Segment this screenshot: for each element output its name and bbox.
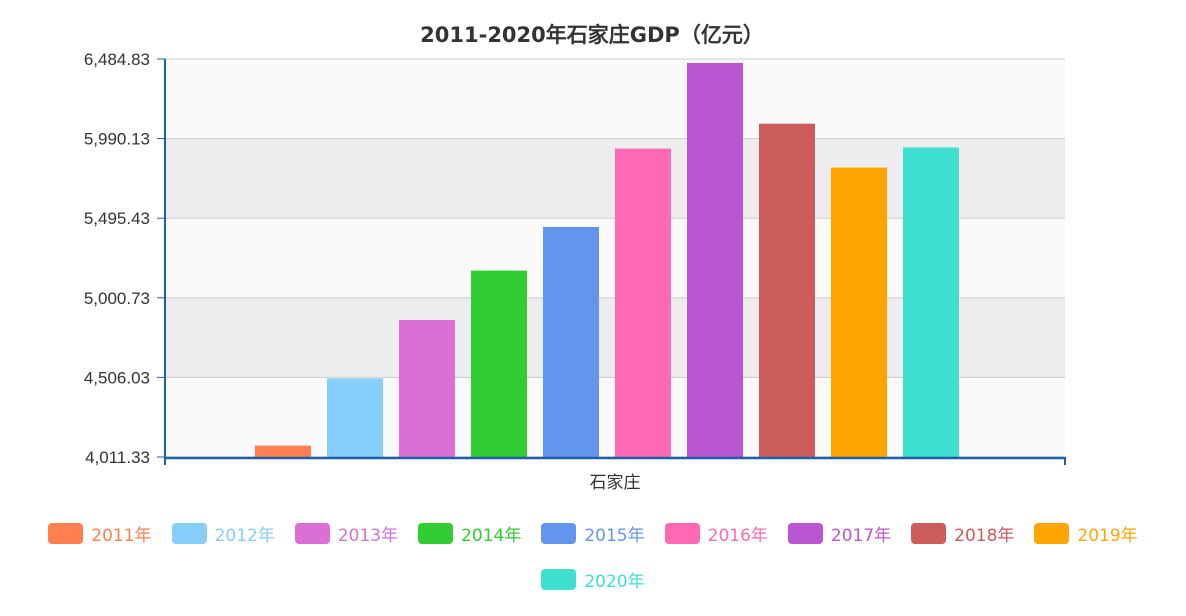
legend-item-2019年[interactable]: 2019年 (1034, 521, 1138, 546)
legend-label: 2017年 (830, 525, 892, 546)
legend-swatch (418, 522, 454, 544)
bar-chart: 2011-2020年石家庄GDP（亿元） 4,011.33 4,506.03 5,0… (84, 23, 1066, 493)
legend-label: 2015年 (584, 525, 645, 546)
legend: 2011年 2012年 2013年 2014年 2015年 2016年 2017年 2018年… (0, 510, 1186, 602)
y-tick-label: 5,000.73 (84, 289, 150, 308)
legend-row: 2020年 (0, 556, 1186, 602)
y-tick-label: 5,990.13 (84, 130, 150, 149)
legend-swatch (541, 568, 577, 590)
bar-2017年[interactable] (687, 62, 743, 457)
legend-item-2016年[interactable]: 2016年 (664, 521, 768, 546)
bar-2019年[interactable] (831, 167, 887, 457)
legend-item-2017年[interactable]: 2017年 (787, 521, 892, 546)
legend-label: 2014年 (461, 525, 522, 546)
legend-item-2018年[interactable]: 2018年 (911, 521, 1014, 546)
legend-item-2012年[interactable]: 2012年 (171, 521, 275, 546)
y-tick-label: 4,011.33 (85, 448, 150, 467)
legend-item-2013年[interactable]: 2013年 (294, 521, 399, 546)
plot-band (165, 59, 1065, 139)
legend-swatch (294, 522, 330, 544)
legend-label: 2020年 (584, 571, 645, 592)
legend-swatch (1034, 522, 1070, 544)
legend-item-2011年[interactable]: 2011年 (48, 521, 152, 546)
y-tick-label: 5,495.43 (84, 209, 150, 228)
legend-swatch (541, 522, 577, 544)
bar-2018年[interactable] (759, 123, 815, 457)
bar-2014年[interactable] (471, 270, 527, 457)
legend-label: 2013年 (337, 525, 399, 546)
chart-title: 2011-2020年石家庄GDP（亿元） (420, 23, 764, 47)
legend-label: 2018年 (954, 525, 1015, 546)
legend-swatch (787, 522, 823, 544)
legend-label: 2016年 (707, 525, 768, 546)
bar-2020年[interactable] (903, 147, 959, 458)
legend-item-2020年[interactable]: 2020年 (541, 567, 645, 592)
bar-2013年[interactable] (399, 319, 455, 457)
legend-swatch (911, 522, 947, 544)
bar-2011年[interactable] (255, 445, 311, 457)
legend-swatch (171, 522, 207, 544)
bar-2016年[interactable] (615, 148, 671, 458)
y-tick-label: 6,484.83 (84, 50, 150, 69)
legend-swatch (664, 522, 700, 544)
bar-2012年[interactable] (327, 378, 383, 457)
legend-label: 2019年 (1077, 525, 1138, 546)
legend-item-2015年[interactable]: 2015年 (541, 521, 645, 546)
x-category-label: 石家庄 (590, 473, 641, 493)
legend-row: 2011年 2012年 2013年 2014年 2015年 2016年 2017年 2018年… (0, 510, 1186, 556)
y-tick-label: 4,506.03 (84, 368, 150, 387)
legend-item-2014年[interactable]: 2014年 (418, 521, 521, 546)
legend-label: 2012年 (214, 525, 275, 546)
legend-label: 2011年 (91, 525, 152, 546)
legend-swatch (48, 522, 84, 544)
bar-2015年[interactable] (543, 226, 599, 457)
